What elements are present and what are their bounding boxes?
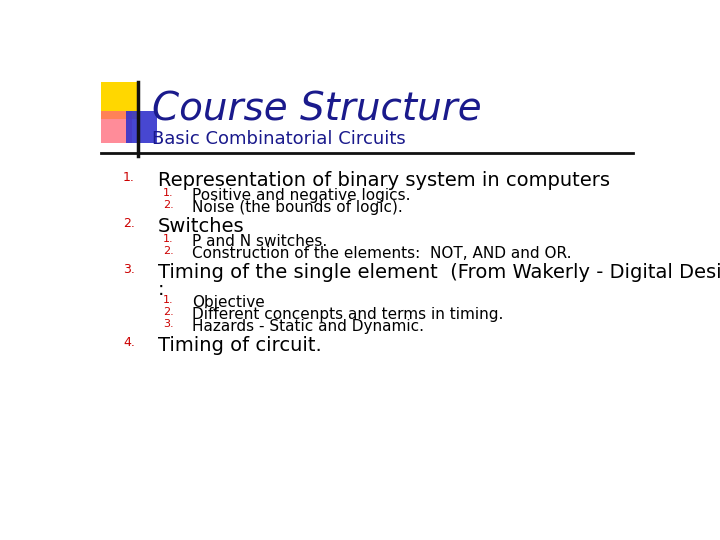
- Text: 3.: 3.: [163, 319, 174, 329]
- Text: Positive and negative logics.: Positive and negative logics.: [192, 188, 411, 202]
- Text: 4.: 4.: [123, 336, 135, 349]
- Text: Noise (the bounds of logic).: Noise (the bounds of logic).: [192, 200, 403, 215]
- Text: 2.: 2.: [163, 246, 174, 256]
- Text: Different concenpts and terms in timing.: Different concenpts and terms in timing.: [192, 307, 504, 322]
- Text: Hazards - Static and Dynamic.: Hazards - Static and Dynamic.: [192, 319, 424, 334]
- Text: 2.: 2.: [163, 307, 174, 317]
- Text: 2.: 2.: [163, 200, 174, 210]
- Text: Construction of the elements:  NOT, AND and OR.: Construction of the elements: NOT, AND a…: [192, 246, 572, 261]
- Text: 1.: 1.: [163, 188, 174, 198]
- Text: 3.: 3.: [123, 263, 135, 276]
- Text: Objective: Objective: [192, 295, 265, 309]
- Text: Course Structure: Course Structure: [152, 91, 482, 129]
- Text: :: :: [158, 280, 165, 299]
- Text: Timing of circuit.: Timing of circuit.: [158, 336, 322, 355]
- Text: Basic Combinatorial Circuits: Basic Combinatorial Circuits: [152, 131, 406, 149]
- Text: 2.: 2.: [123, 217, 135, 230]
- Text: 1.: 1.: [163, 295, 174, 305]
- Text: P and N switches.: P and N switches.: [192, 234, 328, 248]
- Text: Switches: Switches: [158, 217, 245, 236]
- Text: Representation of binary system in computers: Representation of binary system in compu…: [158, 171, 611, 190]
- Bar: [101, 82, 138, 119]
- Text: 1.: 1.: [163, 234, 174, 244]
- Bar: [101, 111, 132, 143]
- Bar: [126, 111, 157, 143]
- Text: 1.: 1.: [123, 171, 135, 184]
- Text: Timing of the single element  (From Wakerly - Digital Design): Timing of the single element (From Waker…: [158, 263, 720, 282]
